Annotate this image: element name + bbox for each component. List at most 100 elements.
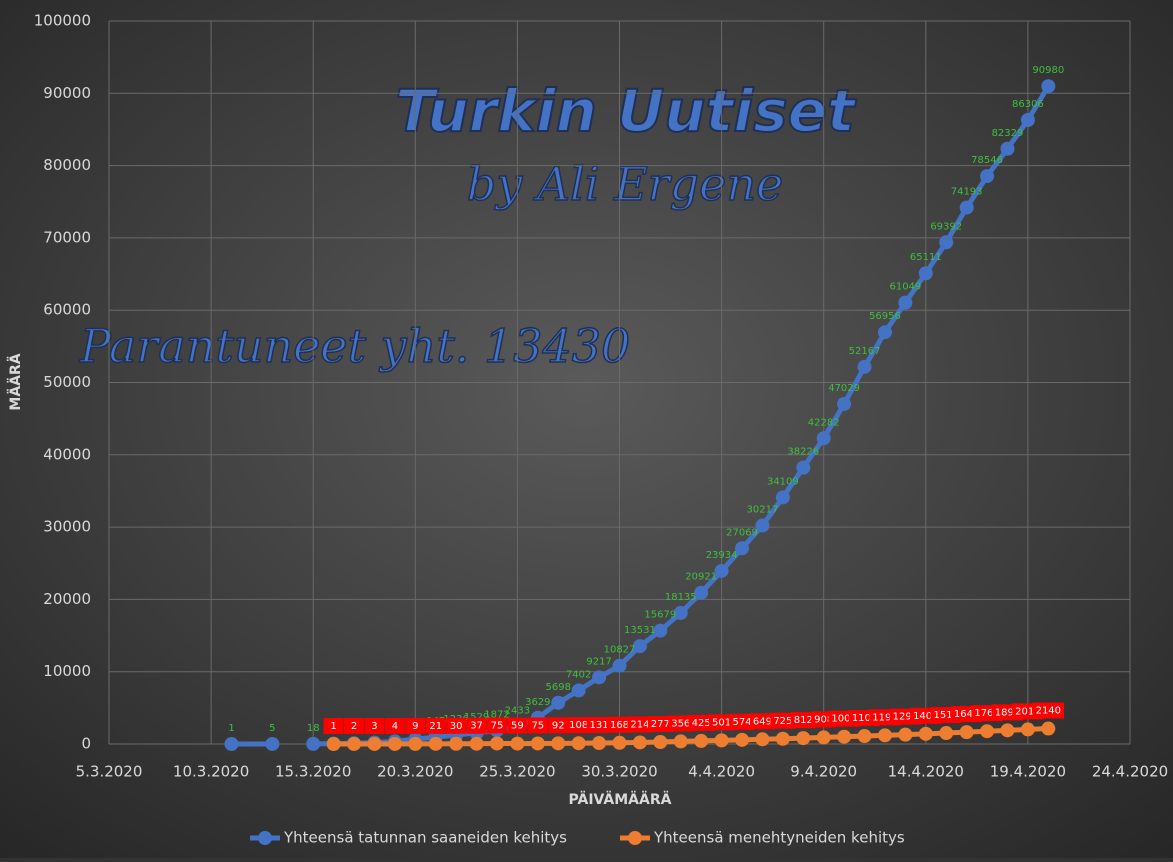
data-label: 74193 — [951, 187, 983, 198]
x-tick-label: 30.3.2020 — [581, 763, 657, 781]
data-label: 1198 — [872, 712, 897, 723]
data-point — [673, 734, 688, 749]
data-label: 18 — [307, 723, 320, 734]
data-label: 501 — [712, 717, 731, 728]
data-point — [1020, 113, 1035, 128]
data-label: 1872 — [484, 709, 509, 720]
data-label-box — [405, 717, 426, 734]
data-label: 21 — [429, 721, 442, 732]
data-point — [959, 725, 974, 740]
data-label: 1890 — [995, 707, 1020, 718]
data-point — [347, 736, 362, 751]
data-point — [898, 295, 913, 310]
data-label: 38226 — [787, 447, 819, 458]
data-label: 1296 — [893, 712, 918, 723]
data-point — [735, 541, 750, 556]
data-point — [428, 736, 443, 751]
data-point — [551, 695, 566, 710]
data-label: 574 — [732, 717, 751, 728]
data-point — [796, 731, 811, 746]
data-point — [449, 736, 464, 751]
data-label: 30217 — [747, 505, 779, 516]
data-label: 425 — [692, 718, 711, 729]
data-label: 1006 — [831, 714, 856, 725]
data-label-box — [749, 713, 775, 730]
data-label: 2140 — [1036, 706, 1061, 717]
data-label: 92 — [552, 720, 565, 731]
x-tick-label: 19.4.2020 — [990, 763, 1066, 781]
data-label: 168 — [610, 720, 629, 731]
data-label-box — [709, 714, 735, 731]
data-label: 10827 — [604, 645, 636, 656]
y-tick-label: 50000 — [43, 373, 91, 391]
y-tick-label: 60000 — [43, 301, 91, 319]
data-label: 59 — [511, 721, 524, 732]
data-point — [980, 169, 995, 184]
data-point — [755, 518, 770, 533]
data-label: 20921 — [685, 572, 717, 583]
data-label-box — [548, 717, 569, 734]
data-point — [816, 431, 831, 446]
data-label-box — [688, 714, 714, 731]
data-point — [265, 736, 280, 751]
data-label: 47029 — [828, 383, 860, 394]
data-label: 30 — [450, 721, 463, 732]
data-point — [1041, 79, 1056, 94]
data-label: 1643 — [954, 709, 979, 720]
data-label-box — [425, 717, 446, 734]
data-point — [918, 726, 933, 741]
data-label: 42282 — [808, 417, 840, 428]
x-tick-label: 10.3.2020 — [173, 763, 249, 781]
data-point — [775, 490, 790, 505]
data-point — [387, 736, 402, 751]
y-tick-label: 40000 — [43, 445, 91, 463]
data-point — [653, 623, 668, 638]
data-point — [816, 730, 831, 745]
data-label-box — [527, 717, 548, 734]
data-label: 78546 — [971, 155, 1003, 166]
data-point — [918, 266, 933, 281]
data-point — [592, 670, 607, 685]
data-label: 5698 — [546, 682, 571, 693]
data-point — [877, 728, 892, 743]
data-label-box — [606, 716, 633, 733]
data-label: 649 — [753, 716, 772, 727]
data-point — [551, 736, 566, 751]
data-label-box — [668, 715, 694, 732]
data-label-box — [790, 712, 816, 729]
data-label: 277 — [651, 719, 670, 730]
x-tick-label: 25.3.2020 — [479, 763, 555, 781]
y-axis-label: MÄÄRÄ — [7, 353, 24, 410]
data-label: 2433 — [505, 705, 530, 716]
data-point — [694, 733, 709, 748]
y-tick-label: 90000 — [43, 84, 91, 102]
data-label: 7402 — [566, 669, 591, 680]
data-label: 23934 — [706, 550, 738, 561]
x-tick-label: 14.4.2020 — [888, 763, 964, 781]
data-label-box — [323, 717, 344, 734]
data-label: 131 — [590, 720, 609, 731]
data-label: 37 — [470, 721, 483, 732]
data-point — [469, 736, 484, 751]
data-label: 90980 — [1032, 65, 1064, 76]
data-point — [775, 731, 790, 746]
data-point — [857, 729, 872, 744]
data-point — [898, 727, 913, 742]
data-label: 1 — [330, 721, 336, 732]
y-tick-label: 80000 — [43, 156, 91, 174]
data-label: 1 — [228, 723, 234, 734]
x-tick-label: 4.4.2020 — [688, 763, 755, 781]
data-label-box — [486, 717, 507, 734]
data-label-box — [729, 713, 755, 730]
data-point — [632, 735, 647, 750]
data-point — [1041, 721, 1056, 736]
x-tick-label: 24.4.2020 — [1092, 763, 1168, 781]
data-label: 75 — [491, 720, 504, 731]
data-label: 9 — [412, 721, 418, 732]
data-label: 1101 — [852, 713, 877, 724]
data-label: 1529 — [464, 712, 489, 723]
data-point — [571, 683, 586, 698]
data-label: 214 — [630, 719, 649, 730]
data-point — [714, 733, 729, 748]
